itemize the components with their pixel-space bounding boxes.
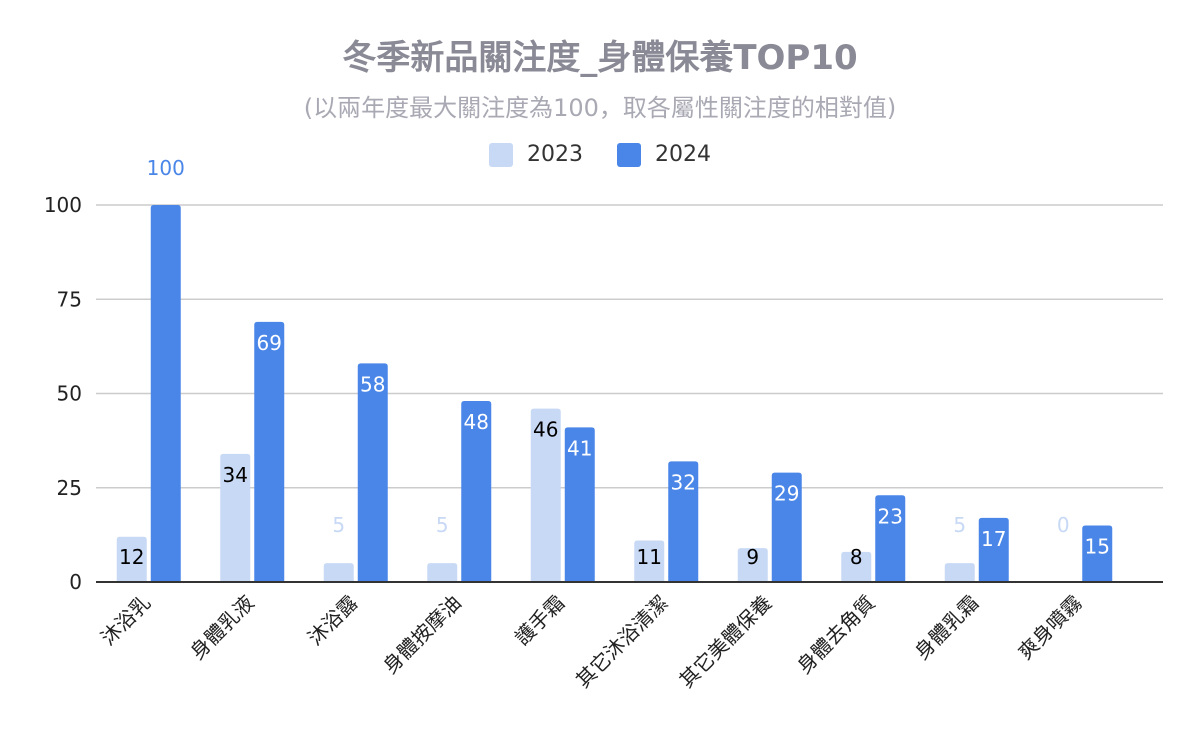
- data-label-2023-6: 9: [746, 545, 759, 569]
- data-label-2023-1: 34: [223, 463, 248, 487]
- chart-subtitle: (以兩年度最大關注度為100，取各屬性關注度的相對值): [303, 94, 897, 122]
- bar-2023-6: [737, 548, 768, 582]
- data-label-2024-8: 17: [981, 527, 1006, 551]
- bar-2023-3: [427, 563, 458, 582]
- bar-2024-8: [978, 517, 1009, 582]
- bar-2024-9: [1082, 525, 1113, 582]
- y-tick-label-100: 100: [44, 193, 82, 217]
- data-label-2024-3: 48: [464, 410, 489, 434]
- x-category-label-6: 其它美體保養: [674, 591, 776, 693]
- legend: 2023 2024: [0, 142, 1200, 167]
- x-category-label-5: 其它沐浴清潔: [571, 591, 673, 693]
- data-label-2024-1: 69: [257, 331, 282, 355]
- x-category-label-9: 爽身噴霧: [1013, 591, 1087, 665]
- bar-2024-3: [461, 401, 492, 582]
- data-label-2023-5: 11: [637, 545, 662, 569]
- bar-2024-2: [357, 363, 388, 582]
- x-category-label-8: 身體乳霜: [910, 591, 984, 665]
- data-label-2023-3: 5: [436, 513, 449, 537]
- bar-2024-0: [150, 205, 181, 582]
- bar-2023-8: [944, 563, 975, 582]
- x-category-label-4: 護手霜: [510, 591, 569, 650]
- x-category-label-2: 沐浴露: [303, 591, 362, 650]
- y-tick-label-0: 0: [69, 570, 82, 594]
- legend-label-2023: 2023: [527, 142, 583, 167]
- bar-2024-1: [254, 321, 285, 582]
- data-label-2023-4: 46: [533, 418, 558, 442]
- data-label-2023-2: 5: [332, 513, 345, 537]
- data-label-2024-5: 32: [671, 470, 696, 494]
- data-label-2023-9: 0: [1057, 513, 1070, 537]
- data-label-2024-2: 58: [360, 372, 385, 396]
- data-label-2024-6: 29: [774, 482, 799, 506]
- legend-swatch-2024: [617, 142, 641, 167]
- data-label-2023-0: 12: [119, 545, 144, 569]
- bar-2024-7: [875, 495, 906, 582]
- data-label-2023-7: 8: [850, 545, 863, 569]
- legend-label-2024: 2024: [655, 142, 711, 167]
- x-category-label-7: 身體去角質: [792, 591, 880, 679]
- x-category-label-0: 沐浴乳: [96, 591, 155, 650]
- bar-2023-5: [634, 540, 665, 582]
- bar-2023-2: [323, 563, 354, 582]
- bar-2024-6: [771, 472, 802, 582]
- data-label-2024-0: 100: [147, 156, 185, 180]
- bar-2023-7: [841, 551, 872, 582]
- data-label-2024-9: 15: [1085, 534, 1110, 558]
- data-label-2023-8: 5: [953, 513, 966, 537]
- bar-2023-4: [530, 408, 561, 582]
- legend-swatch-2023: [489, 142, 513, 167]
- legend-item-2023[interactable]: 2023: [489, 142, 583, 167]
- y-tick-label-75: 75: [57, 287, 82, 311]
- bar-2024-4: [564, 427, 595, 582]
- bar-2023-0: [116, 536, 147, 582]
- data-label-2024-4: 41: [567, 436, 592, 460]
- data-label-2024-7: 23: [878, 504, 903, 528]
- bar-2023-1: [220, 453, 251, 582]
- legend-item-2024[interactable]: 2024: [617, 142, 711, 167]
- x-category-label-1: 身體乳液: [185, 591, 259, 665]
- y-tick-label-25: 25: [57, 476, 82, 500]
- chart-title: 冬季新品關注度_身體保養TOP10: [342, 38, 858, 78]
- x-category-label-3: 身體按摩油: [378, 591, 466, 679]
- bar-2024-5: [668, 461, 699, 582]
- y-tick-label-50: 50: [57, 382, 82, 406]
